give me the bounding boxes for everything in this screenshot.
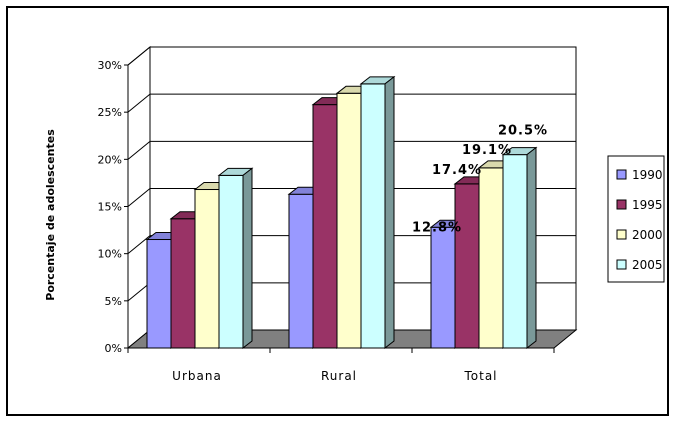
category-label: Total: [463, 369, 497, 383]
y-tick-label: 5%: [105, 295, 122, 308]
x-axis-categories: Urbana Rural Total: [127, 348, 555, 383]
y-tick-label: 30%: [98, 59, 122, 72]
y-tick-label: 15%: [98, 201, 122, 214]
bar-1995-urbana-front: [170, 218, 196, 349]
y-tick-label: 25%: [98, 106, 122, 119]
bar-2005-total-side: [526, 146, 537, 350]
data-label-2000: 19.1%: [462, 143, 512, 158]
bar-2000-rural-front: [336, 92, 362, 349]
bars: [145, 75, 538, 350]
legend: 1990 1995 2000 2005: [607, 155, 665, 283]
y-tick-label: 0%: [105, 342, 122, 355]
bar-1995-total-front: [454, 183, 480, 349]
data-label-1995: 17.4%: [432, 163, 482, 178]
bar-1990-total-front: [430, 226, 456, 349]
bar-2005-rural-front: [360, 83, 386, 349]
bar-1995-rural-front: [312, 104, 338, 349]
category-label: Rural: [321, 369, 357, 383]
y-axis-label: Porcentaje de adolescentes: [44, 129, 57, 301]
legend-swatch-2005: [616, 259, 627, 270]
category-label: Urbana: [172, 369, 222, 383]
gridline: [127, 188, 576, 207]
y-tick-label: 10%: [98, 248, 122, 261]
gridline: [127, 93, 576, 113]
bar-2005-urbana-side: [242, 167, 253, 350]
y-tick-label: 20%: [98, 153, 122, 166]
data-labels: 12.8% 17.4% 19.1% 20.5%: [412, 124, 548, 236]
bar-2005-rural-side: [384, 75, 395, 350]
gridline: [127, 140, 576, 160]
legend-label-1995: 1995: [632, 198, 663, 212]
data-label-2005: 20.5%: [498, 124, 548, 139]
legend-swatch-1995: [616, 199, 627, 210]
gridline: [127, 46, 576, 66]
bar-2000-total-front: [478, 167, 504, 349]
bar-1990-urbana-front: [146, 239, 172, 349]
bar-2005-total-front: [502, 154, 528, 349]
bar-2005-urbana-front: [218, 174, 244, 349]
y-axis-ticks: 0% 5% 10% 15% 20% 25% 30%: [98, 59, 128, 355]
bar-2000-urbana-front: [194, 189, 220, 349]
legend-label-1990: 1990: [632, 168, 663, 182]
legend-swatch-1990: [616, 169, 627, 180]
legend-label-2000: 2000: [632, 228, 663, 242]
data-label-1990: 12.8%: [412, 220, 462, 235]
bar-1990-rural-front: [288, 193, 314, 349]
legend-label-2005: 2005: [632, 258, 663, 272]
legend-swatch-2000: [616, 229, 627, 240]
